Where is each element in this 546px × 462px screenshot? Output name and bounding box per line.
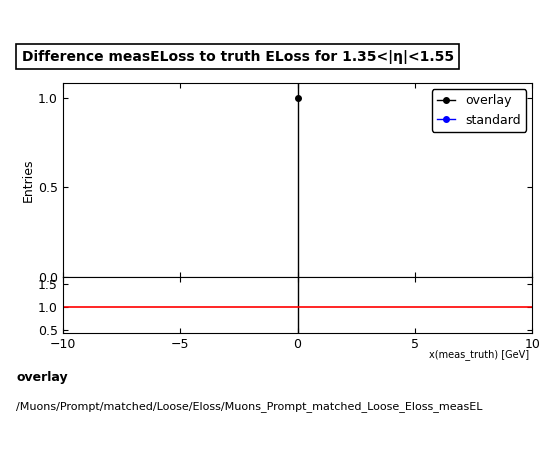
Text: /Muons/Prompt/matched/Loose/Eloss/Muons_Prompt_matched_Loose_Eloss_measEL: /Muons/Prompt/matched/Loose/Eloss/Muons_… bbox=[16, 401, 483, 412]
Text: Difference measELoss to truth ELoss for 1.35<|η|<1.55: Difference measELoss to truth ELoss for … bbox=[21, 50, 454, 64]
Y-axis label: Entries: Entries bbox=[22, 158, 35, 202]
Legend: overlay, standard: overlay, standard bbox=[432, 90, 526, 132]
Text: x(meas_truth) [GeV]: x(meas_truth) [GeV] bbox=[430, 349, 530, 360]
Text: overlay: overlay bbox=[16, 371, 68, 384]
